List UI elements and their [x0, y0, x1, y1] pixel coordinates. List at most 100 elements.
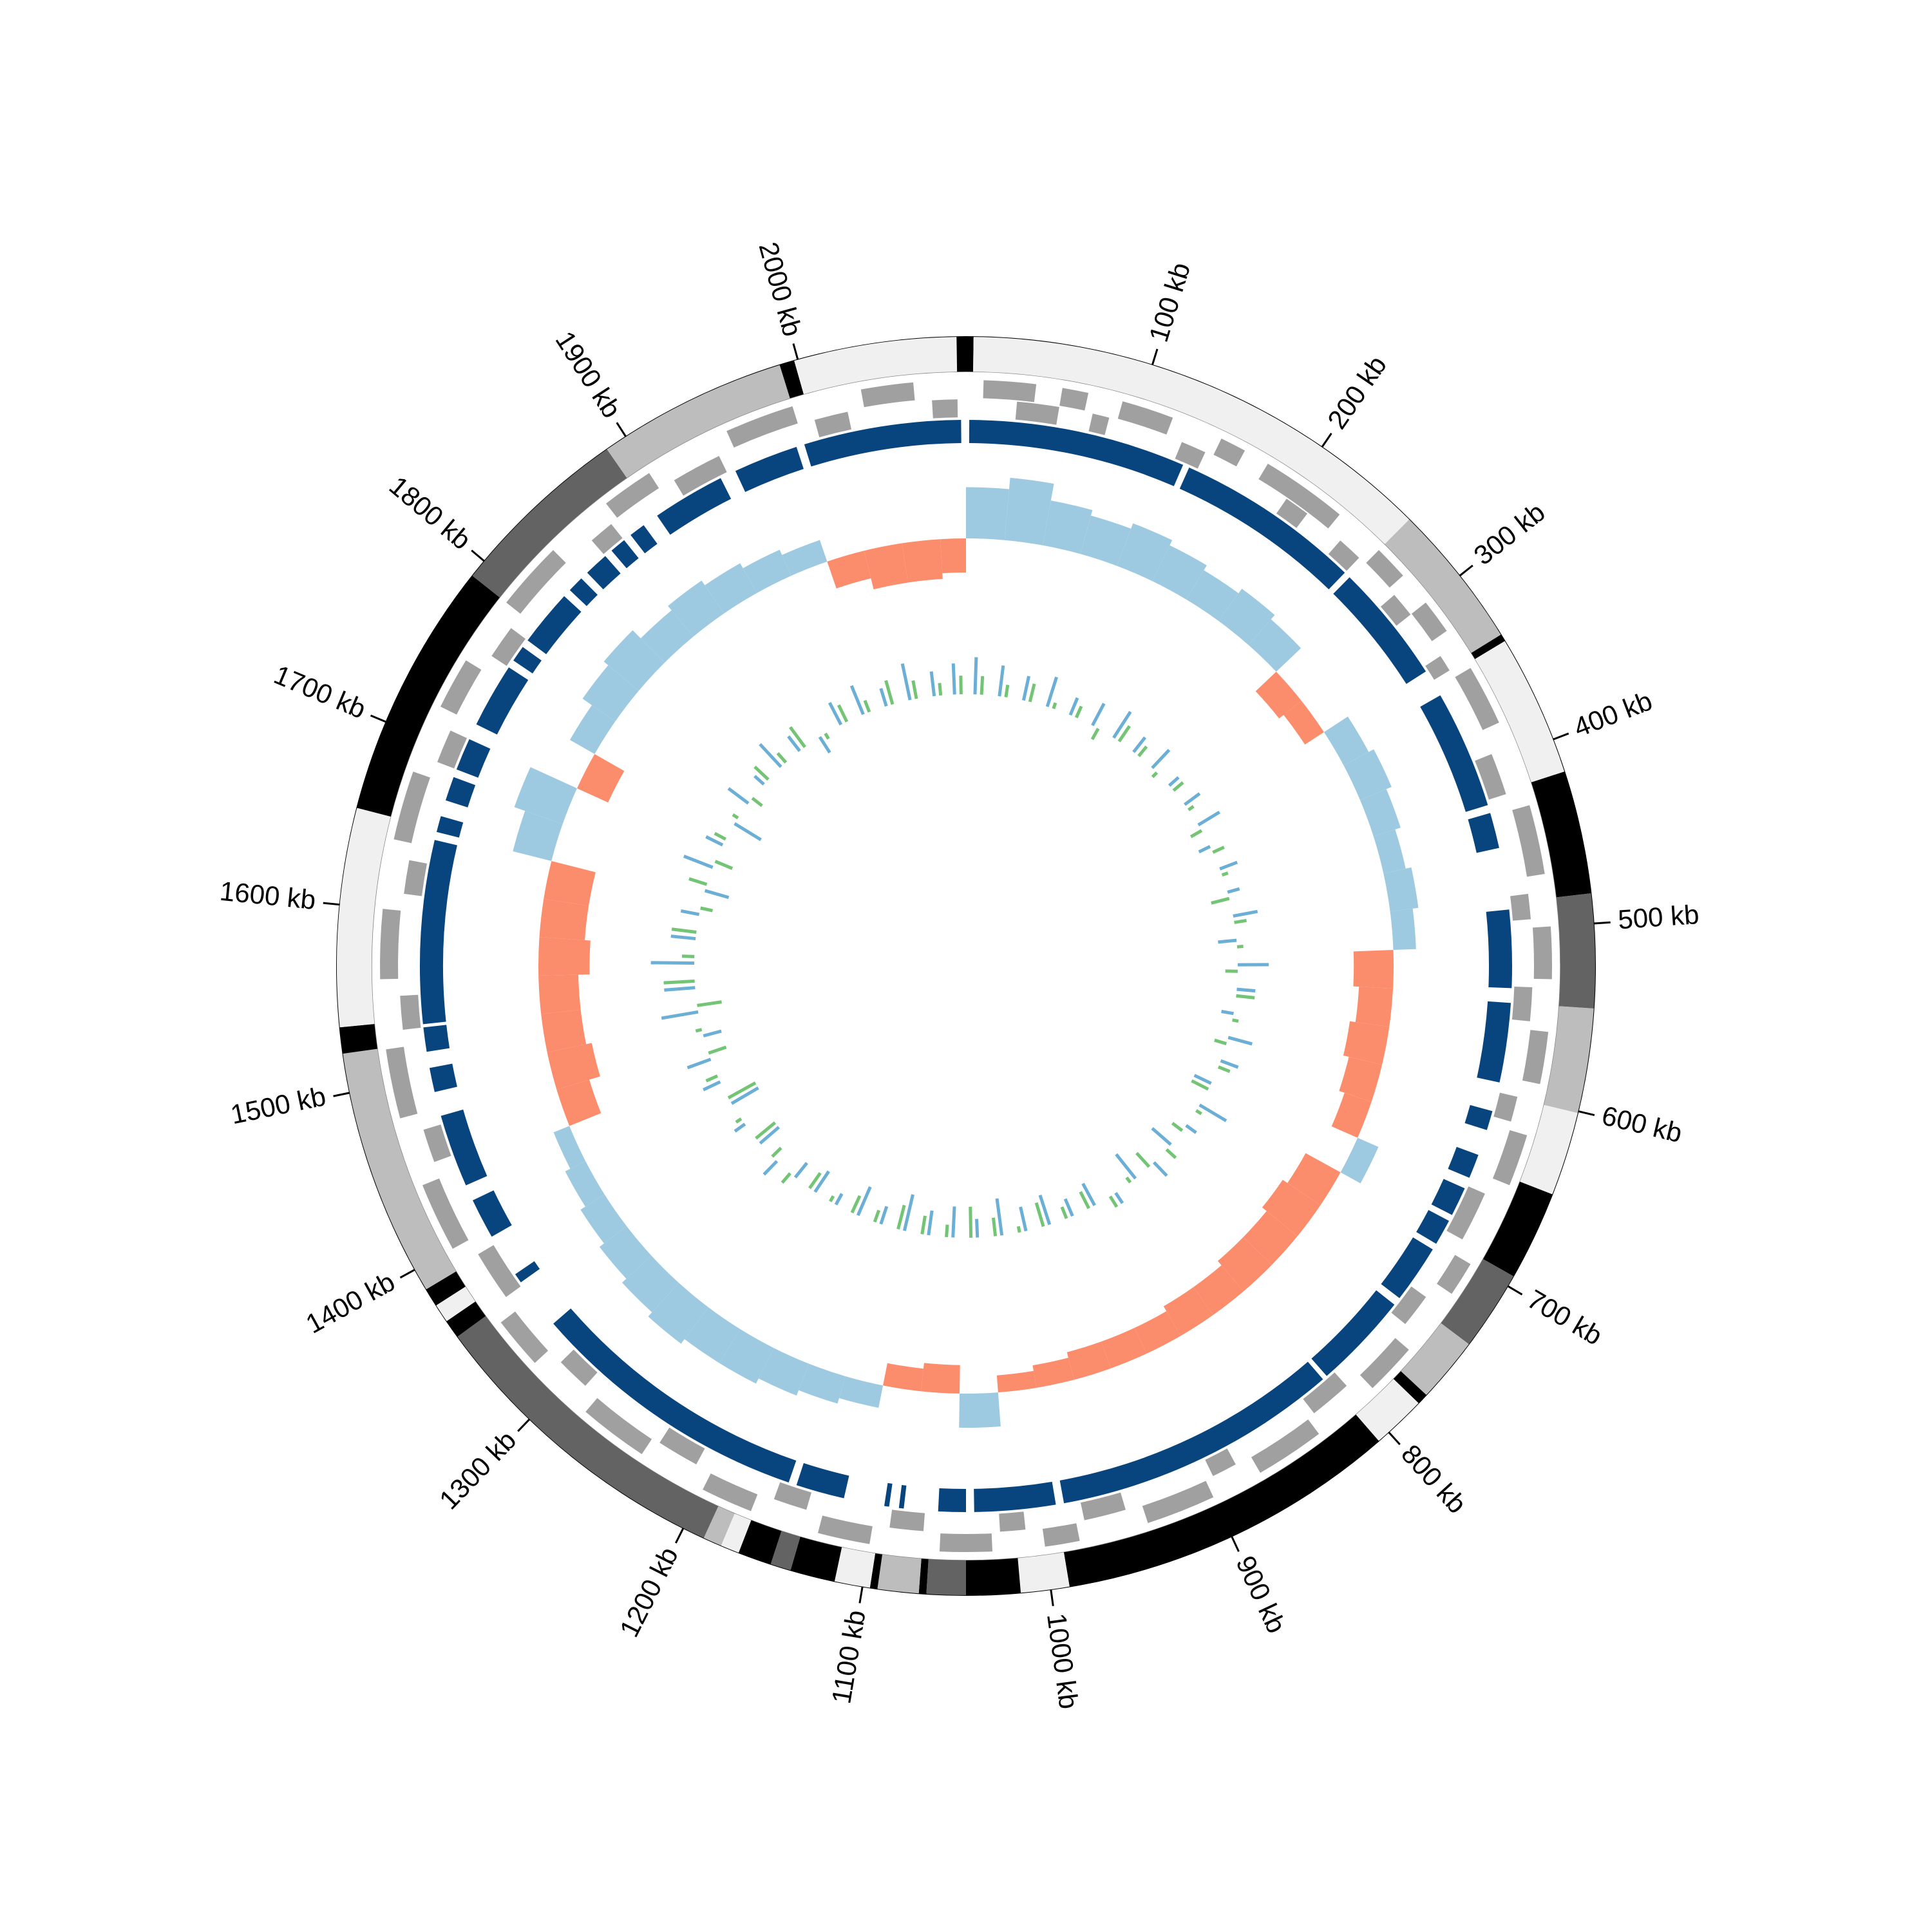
- gene: [606, 473, 659, 518]
- block: [473, 1190, 512, 1237]
- inner-spike: [1135, 1151, 1151, 1168]
- inner-spike: [704, 889, 730, 900]
- contig-segment: [436, 1286, 476, 1321]
- gene: [1455, 668, 1499, 730]
- block: [440, 1109, 488, 1186]
- tick-mark: [399, 1269, 415, 1279]
- inner-spike: [1016, 1226, 1021, 1233]
- skew-bar: [1043, 500, 1093, 554]
- skew-bar: [838, 1376, 884, 1408]
- skew-bar: [1390, 908, 1416, 951]
- block: [429, 1063, 457, 1092]
- contig-segment: [926, 1559, 966, 1595]
- tick-label: 1800 kb: [384, 470, 477, 555]
- tick-mark: [1578, 1110, 1595, 1117]
- skew-bar: [668, 580, 724, 637]
- gene: [393, 772, 430, 844]
- contig-segment: [457, 1316, 719, 1539]
- inner-spike: [681, 954, 695, 958]
- block: [456, 739, 491, 778]
- gene: [817, 1515, 873, 1544]
- gene: [1510, 893, 1531, 921]
- contig-segment: [794, 337, 958, 395]
- tick-mark: [616, 422, 627, 437]
- tick-mark: [323, 902, 340, 906]
- inner-spike: [1234, 918, 1247, 924]
- inner-spike: [980, 676, 985, 695]
- inner-spike: [661, 1010, 699, 1020]
- inner-spike: [1219, 860, 1238, 871]
- tick-label: 700 kb: [1522, 1283, 1607, 1351]
- contig-segment: [1018, 1552, 1070, 1593]
- skew-bar: [684, 1307, 741, 1363]
- gene: [1088, 413, 1110, 435]
- inner-spike: [938, 683, 943, 696]
- inner-spike: [1063, 1198, 1074, 1217]
- inner-spike: [1021, 676, 1031, 701]
- gene: [659, 1427, 705, 1464]
- inner-spike: [705, 835, 724, 847]
- skew-bar: [1262, 1179, 1321, 1236]
- block: [420, 840, 457, 1025]
- gene: [386, 1046, 418, 1119]
- tick-mark: [675, 1528, 685, 1544]
- inner-spike: [1151, 748, 1171, 770]
- tick-label: 2000 kb: [753, 239, 808, 340]
- contig-segment: [1556, 893, 1596, 1009]
- inner-spike: [688, 877, 708, 886]
- gene: [1117, 401, 1173, 435]
- gene: [1213, 438, 1245, 467]
- skew-bar: [1360, 789, 1401, 837]
- contig-segment: [1441, 1259, 1513, 1345]
- gene: [380, 909, 401, 980]
- block: [1311, 1290, 1395, 1376]
- inner-spike: [1114, 1191, 1124, 1204]
- inner-spike: [995, 1198, 1004, 1236]
- inner-spike: [789, 726, 806, 748]
- tick-mark: [858, 1586, 864, 1604]
- gene: [1328, 540, 1359, 571]
- gene: [703, 1473, 758, 1511]
- gene: [1511, 987, 1533, 1021]
- gene: [1276, 498, 1308, 528]
- inner-spike: [929, 671, 936, 697]
- inner-spike: [1188, 805, 1195, 811]
- skew-bar: [1340, 1137, 1379, 1184]
- skew-bar: [719, 1329, 774, 1384]
- inner-spike: [1189, 829, 1203, 838]
- contig-segment: [834, 1547, 876, 1588]
- tick-mark: [1151, 348, 1159, 366]
- inner-spike: [1045, 676, 1058, 708]
- inner-spike: [951, 1206, 956, 1238]
- contig-segment: [337, 808, 391, 1028]
- inner-spike: [705, 1074, 719, 1083]
- inner-spike: [762, 1160, 779, 1176]
- gene: [889, 1510, 925, 1531]
- block: [569, 578, 598, 607]
- tick-mark: [517, 1418, 531, 1432]
- skew-bar: [1217, 1236, 1272, 1292]
- inner-spike: [1090, 728, 1100, 741]
- inner-spike: [828, 701, 843, 726]
- inner-spike: [1214, 1038, 1227, 1046]
- inner-spike: [1132, 736, 1146, 753]
- inner-spike: [793, 1162, 808, 1179]
- inner-spike: [1125, 1176, 1132, 1184]
- gene: [1015, 401, 1059, 425]
- skew-bar: [1248, 619, 1302, 672]
- block: [1448, 1146, 1479, 1178]
- gene: [999, 1511, 1026, 1532]
- inner-spike: [837, 704, 849, 723]
- gene: [1142, 1481, 1214, 1524]
- gene: [1522, 1030, 1549, 1084]
- skew-bar: [758, 1348, 810, 1396]
- inner-spike: [911, 680, 918, 699]
- contig-segment: [343, 1048, 457, 1290]
- inner-spike: [927, 1210, 934, 1236]
- skew-bar: [1283, 701, 1324, 745]
- inner-spike: [1212, 846, 1225, 854]
- inner-spike: [1217, 1065, 1231, 1074]
- skew-bar: [547, 1043, 600, 1090]
- gene: [1437, 1255, 1471, 1294]
- contig-segment: [869, 1553, 883, 1589]
